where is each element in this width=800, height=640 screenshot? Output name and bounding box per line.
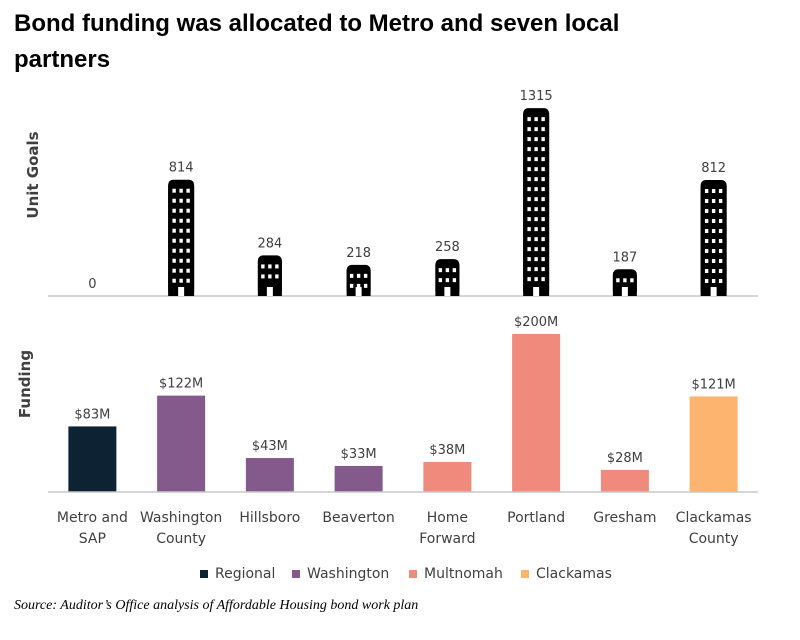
building-icon [435, 259, 460, 296]
x-tick-label: SAP [79, 531, 106, 547]
data-label-funding: $38M [429, 443, 465, 458]
funding-bar [245, 458, 294, 492]
chart-title: Bond funding was allocated to Metro and … [14, 10, 620, 73]
data-label-funding: $122M [159, 377, 203, 392]
data-label-funding: $200M [514, 315, 558, 330]
data-label-unit-goals: 187 [612, 250, 637, 265]
data-label-unit-goals: 812 [701, 161, 726, 176]
building-icon [700, 180, 727, 296]
funding-bar [423, 461, 472, 492]
funding-bar [512, 334, 561, 492]
x-tick-label: County [689, 531, 739, 547]
data-label-unit-goals: 814 [169, 161, 194, 176]
x-tick-label: Portland [507, 510, 565, 526]
y-axis-label-funding: Funding [16, 350, 34, 418]
building-icon [346, 264, 371, 296]
x-tick-label: Hillsboro [239, 510, 300, 526]
data-label-unit-goals: 218 [346, 246, 371, 261]
building-icon [612, 269, 637, 296]
data-label-unit-goals: 284 [257, 236, 282, 251]
data-label-funding: $121M [691, 377, 735, 392]
funding-bar [689, 396, 738, 492]
x-tick-label: Forward [419, 531, 475, 547]
x-tick-label: County [156, 531, 206, 547]
funding-bar [600, 469, 649, 492]
source-note: Source: Auditor’s Office analysis of Aff… [14, 598, 419, 613]
data-label-funding: $33M [341, 447, 377, 462]
data-label-funding: $43M [252, 439, 288, 454]
funding-bar [157, 395, 206, 492]
legend-swatch [200, 570, 208, 578]
legend-swatch [521, 570, 529, 578]
data-label-unit-goals: 0 [88, 277, 96, 292]
x-tick-label: Washington [140, 510, 222, 526]
x-tick-label: Metro and [57, 510, 128, 526]
data-label-funding: $83M [74, 407, 110, 422]
data-label-unit-goals: 1315 [520, 89, 553, 104]
x-tick-label: Clackamas [676, 510, 752, 526]
building-icon [523, 108, 550, 297]
legend-label: Multnomah [424, 566, 503, 582]
legend-swatch [292, 570, 300, 578]
x-tick-label: Gresham [593, 510, 656, 526]
data-label-funding: $28M [607, 451, 643, 466]
legend-label: Clackamas [536, 566, 612, 582]
legend-label: Regional [215, 566, 275, 582]
building-icon [168, 179, 195, 296]
legend-label: Washington [307, 566, 389, 582]
y-axis-label-unit-goals: Unit Goals [24, 131, 42, 218]
funding-bar [334, 465, 383, 492]
data-label-unit-goals: 258 [435, 240, 460, 255]
building-icon [257, 255, 282, 296]
funding-bar [68, 426, 117, 492]
x-tick-label: Beaverton [322, 510, 394, 526]
x-tick-label: Home [427, 510, 468, 526]
legend-swatch [409, 570, 417, 578]
